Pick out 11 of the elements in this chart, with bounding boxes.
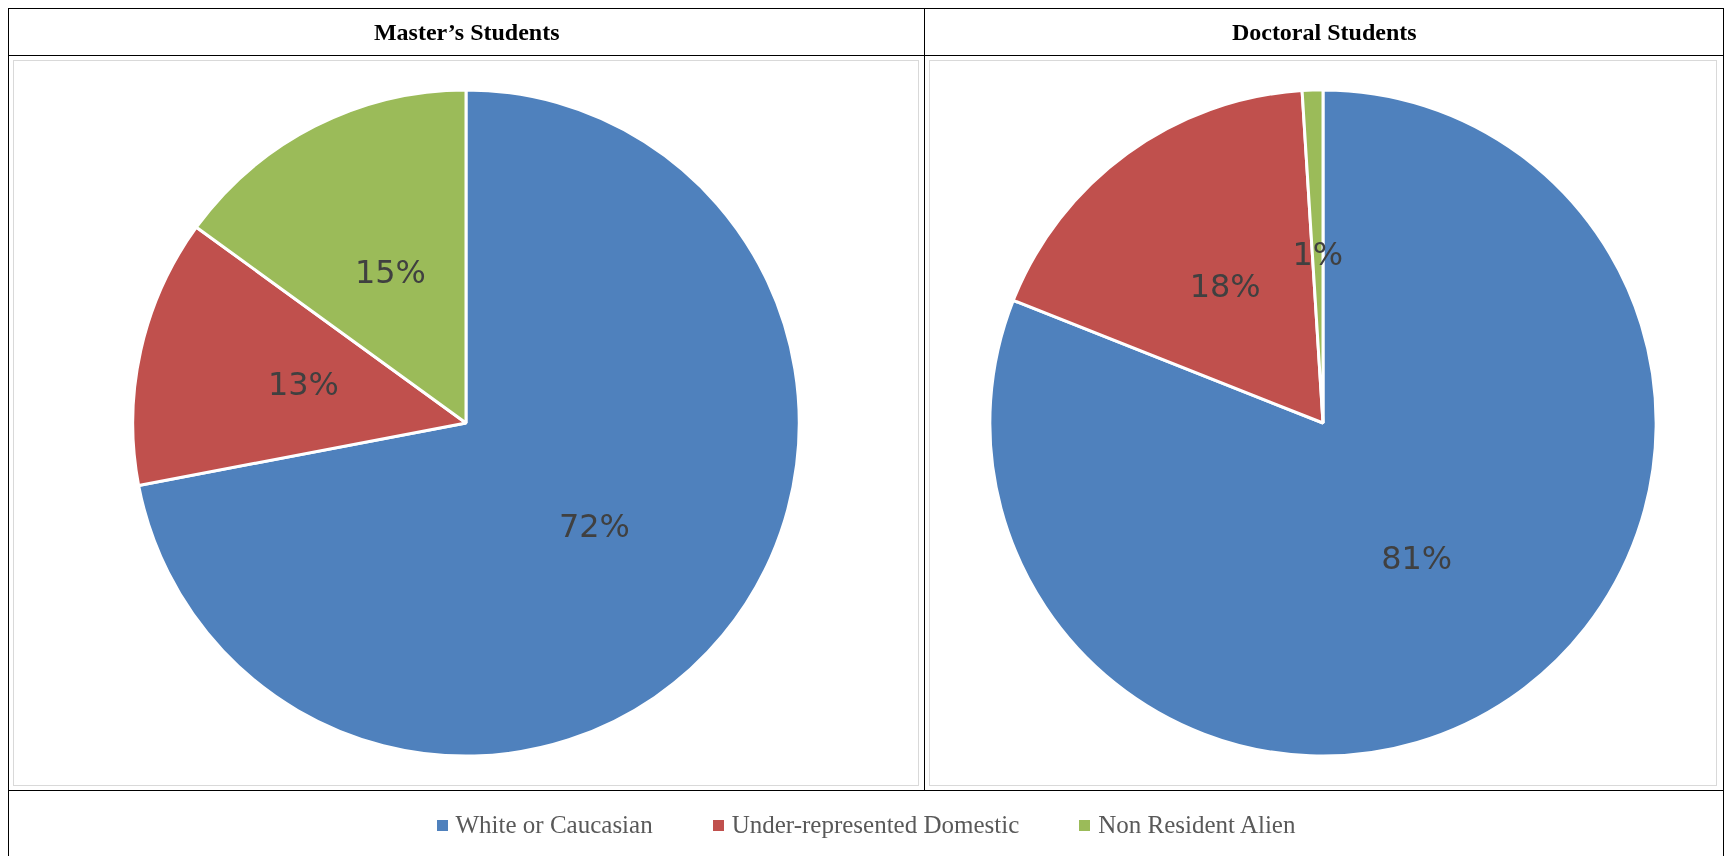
data-label: 72% <box>558 507 630 546</box>
legend-label: White or Caucasian <box>455 811 653 839</box>
legend-label: Under-represented Domestic <box>731 811 1020 839</box>
legend-label: Non Resident Alien <box>1098 811 1296 839</box>
data-label: 81% <box>1381 539 1453 578</box>
chart-title: Doctoral Students <box>925 9 1723 56</box>
data-label: 15% <box>354 252 426 291</box>
chart-title: Master’s Students <box>9 9 925 56</box>
data-label: 13% <box>267 364 339 403</box>
data-label: 1% <box>1292 234 1344 273</box>
data-label: 18% <box>1190 266 1262 305</box>
